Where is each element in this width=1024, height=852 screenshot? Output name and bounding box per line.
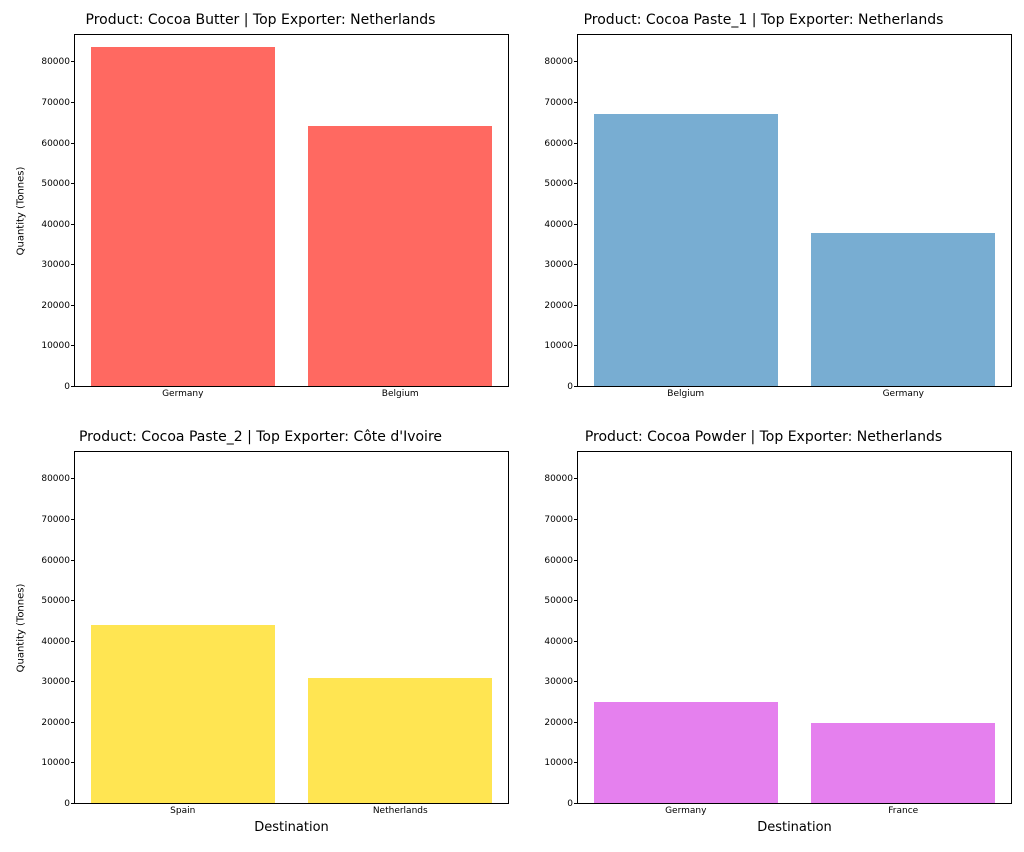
plot-row: Quantity (Tonnes) 0100002000030000400005…	[12, 34, 509, 387]
panel-cocoa-paste-2: Product: Cocoa Paste_2 | Top Exporter: C…	[12, 429, 509, 840]
x-tick-label: France	[795, 804, 1013, 820]
bar	[91, 47, 275, 386]
y-tick-label: 10000	[544, 758, 573, 768]
x-axis-label	[74, 403, 509, 423]
y-tick-label: 50000	[41, 179, 70, 189]
y-tick-label: 50000	[544, 179, 573, 189]
y-tick-label: 0	[567, 799, 573, 809]
panel-title: Product: Cocoa Butter | Top Exporter: Ne…	[12, 12, 509, 30]
y-tick-label: 10000	[41, 341, 70, 351]
panel-cocoa-powder: Product: Cocoa Powder | Top Exporter: Ne…	[515, 429, 1012, 840]
y-tick-label: 60000	[544, 139, 573, 149]
bar	[811, 233, 995, 386]
y-tick-label: 0	[567, 382, 573, 392]
y-tick-label: 30000	[41, 260, 70, 270]
y-tick-label: 60000	[41, 556, 70, 566]
y-tick-label: 80000	[41, 474, 70, 484]
x-tick-label: Germany	[577, 804, 795, 820]
x-tick-label: Belgium	[292, 387, 510, 403]
plot-area	[577, 34, 1012, 387]
bar	[91, 625, 275, 803]
bar	[308, 126, 492, 386]
y-tick-label: 50000	[544, 596, 573, 606]
x-ticks: BelgiumGermany	[577, 387, 1012, 403]
panel-title: Product: Cocoa Powder | Top Exporter: Ne…	[515, 429, 1012, 447]
plot-row: 0100002000030000400005000060000700008000…	[515, 34, 1012, 387]
y-tick-label: 20000	[41, 718, 70, 728]
y-tick-label: 60000	[41, 139, 70, 149]
y-axis-label: Quantity (Tonnes)	[16, 166, 27, 255]
y-tick-label: 40000	[544, 220, 573, 230]
y-tick-label: 20000	[41, 301, 70, 311]
y-tick-label: 40000	[544, 637, 573, 647]
y-tick-label: 70000	[544, 98, 573, 108]
y-ticks: 0100002000030000400005000060000700008000…	[533, 451, 577, 804]
plot-area	[577, 451, 1012, 804]
y-tick-label: 70000	[41, 515, 70, 525]
x-axis-label: Destination	[74, 820, 509, 840]
y-axis-label: Quantity (Tonnes)	[16, 583, 27, 672]
y-tick-label: 70000	[41, 98, 70, 108]
y-tick-label: 20000	[544, 718, 573, 728]
y-tick-label: 30000	[544, 677, 573, 687]
y-tick-label: 80000	[544, 57, 573, 67]
y-tick-label: 10000	[544, 341, 573, 351]
y-tick-label: 30000	[544, 260, 573, 270]
y-ticks: 0100002000030000400005000060000700008000…	[533, 34, 577, 387]
y-tick-label: 10000	[41, 758, 70, 768]
x-ticks: GermanyFrance	[577, 804, 1012, 820]
x-tick-label: Germany	[795, 387, 1013, 403]
bar	[594, 702, 778, 803]
plot-row: Quantity (Tonnes) 0100002000030000400005…	[12, 451, 509, 804]
x-tick-label: Germany	[74, 387, 292, 403]
y-tick-label: 20000	[544, 301, 573, 311]
y-tick-label: 40000	[41, 637, 70, 647]
y-tick-label: 0	[64, 799, 70, 809]
plot-area	[74, 451, 509, 804]
plot-row: 0100002000030000400005000060000700008000…	[515, 451, 1012, 804]
y-tick-label: 30000	[41, 677, 70, 687]
y-tick-label: 40000	[41, 220, 70, 230]
y-tick-label: 80000	[544, 474, 573, 484]
x-tick-label: Belgium	[577, 387, 795, 403]
panel-cocoa-paste-1: Product: Cocoa Paste_1 | Top Exporter: N…	[515, 12, 1012, 423]
x-axis-label	[577, 403, 1012, 423]
bar	[594, 114, 778, 386]
plot-area	[74, 34, 509, 387]
x-axis-label: Destination	[577, 820, 1012, 840]
y-tick-label: 0	[64, 382, 70, 392]
panel-title: Product: Cocoa Paste_1 | Top Exporter: N…	[515, 12, 1012, 30]
panel-cocoa-butter: Product: Cocoa Butter | Top Exporter: Ne…	[12, 12, 509, 423]
y-tick-label: 80000	[41, 57, 70, 67]
y-ticks: 0100002000030000400005000060000700008000…	[30, 34, 74, 387]
y-tick-label: 60000	[544, 556, 573, 566]
x-tick-label: Spain	[74, 804, 292, 820]
bar	[811, 723, 995, 803]
y-ticks: 0100002000030000400005000060000700008000…	[30, 451, 74, 804]
x-ticks: SpainNetherlands	[74, 804, 509, 820]
subplot-grid: Product: Cocoa Butter | Top Exporter: Ne…	[12, 12, 1012, 840]
x-tick-label: Netherlands	[292, 804, 510, 820]
panel-title: Product: Cocoa Paste_2 | Top Exporter: C…	[12, 429, 509, 447]
x-ticks: GermanyBelgium	[74, 387, 509, 403]
bar	[308, 678, 492, 803]
y-tick-label: 70000	[544, 515, 573, 525]
y-tick-label: 50000	[41, 596, 70, 606]
